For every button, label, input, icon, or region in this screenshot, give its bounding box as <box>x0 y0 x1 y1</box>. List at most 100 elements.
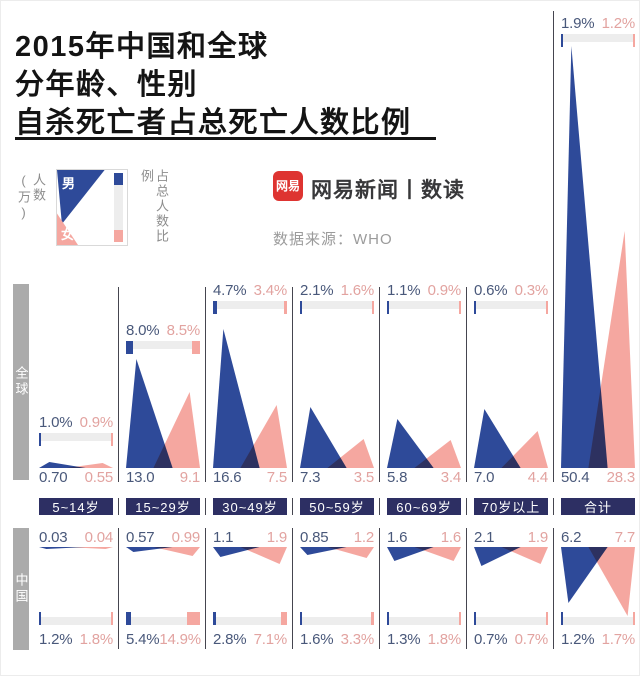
china-bar-5-female-marker <box>546 612 548 625</box>
china-count-4-male: 1.6 <box>387 529 408 546</box>
china-female-triangle-1 <box>153 547 200 556</box>
age-divider-5 <box>553 498 554 515</box>
global-pct-0: 1.0% 0.9% <box>39 414 113 431</box>
global-count-2-female: 7.5 <box>266 469 287 486</box>
global-bar-6-male-marker <box>561 34 563 47</box>
china-row-label: 中国 <box>13 573 29 605</box>
china-count-6: 6.2 7.7 <box>561 529 635 546</box>
age-label-4: 60~69岁 <box>387 498 461 515</box>
global-count-5-female: 4.4 <box>527 469 548 486</box>
china-count-6-female: 7.7 <box>614 529 635 546</box>
legend-female-label: 女 <box>61 227 75 242</box>
china-pct-3-female: 3.3% <box>340 631 375 648</box>
china-pct-4: 1.3% 1.8% <box>387 631 461 648</box>
china-divider-3 <box>379 528 380 649</box>
china-bar-0-track <box>39 617 113 625</box>
global-bar-4-female-marker <box>459 301 461 314</box>
global-bar-4-male-marker <box>387 301 389 314</box>
china-pct-0: 1.2% 1.8% <box>39 631 113 648</box>
china-count-2-male: 1.1 <box>213 529 234 546</box>
global-pct-6-female: 1.2% <box>601 15 636 32</box>
global-divider-5 <box>553 11 554 482</box>
global-pct-2: 4.7% 3.4% <box>213 282 287 299</box>
global-pct-5-male: 0.6% <box>474 282 508 299</box>
china-count-1: 0.57 0.99 <box>126 529 200 546</box>
age-label-6: 合计 <box>561 498 635 515</box>
title-underline <box>15 137 436 140</box>
global-pct-0-female: 0.9% <box>79 414 114 431</box>
china-pct-4-female: 1.8% <box>427 631 462 648</box>
age-label-2: 30~49岁 <box>213 498 287 515</box>
china-bar-2-male-marker <box>213 612 216 625</box>
global-pct-3-male: 2.1% <box>300 282 334 299</box>
global-count-3: 7.3 3.5 <box>300 469 374 486</box>
china-bar-2-female-marker <box>281 612 287 625</box>
global-count-2-male: 16.6 <box>213 469 242 486</box>
global-pct-4-male: 1.1% <box>387 282 421 299</box>
global-count-5: 7.0 4.4 <box>474 469 548 486</box>
global-count-0: 0.70 0.55 <box>39 469 113 486</box>
global-count-3-male: 7.3 <box>300 469 321 486</box>
china-divider-4 <box>466 528 467 649</box>
china-pct-1: 5.4% 14.9% <box>126 631 201 648</box>
china-bar-3-male-marker <box>300 612 302 625</box>
china-bar-6-male-marker <box>561 612 563 625</box>
china-count-1-female: 0.99 <box>171 529 201 546</box>
page-title-line-3: 自杀死亡者占总死亡人数比例 <box>15 107 412 139</box>
china-male-triangle-3 <box>300 547 347 555</box>
china-bar-1-female-marker <box>187 612 200 625</box>
china-count-3-male: 0.85 <box>300 529 329 546</box>
china-bar-3-track <box>300 617 374 625</box>
china-male-triangle-1 <box>126 547 173 552</box>
legend-ratio-label: 占总人数比例 <box>139 169 169 244</box>
china-pct-6-male: 1.2% <box>561 631 595 648</box>
china-pct-6-female: 1.7% <box>601 631 636 648</box>
global-row-sidebar: 全球 <box>13 284 29 480</box>
china-bar-4-male-marker <box>387 612 389 625</box>
global-pct-3-female: 1.6% <box>340 282 375 299</box>
global-bar-5-track <box>474 301 548 309</box>
global-bar-4-track <box>387 301 461 309</box>
china-bar-2-track <box>213 617 287 625</box>
china-count-5: 2.1 1.9 <box>474 529 548 546</box>
china-bar-6-track <box>561 617 635 625</box>
china-bar-1-male-marker <box>126 612 131 625</box>
global-bar-2-male-marker <box>213 301 217 314</box>
china-divider-0 <box>118 528 119 649</box>
china-count-6-male: 6.2 <box>561 529 582 546</box>
china-pct-0-male: 1.2% <box>39 631 73 648</box>
china-count-3: 0.85 1.2 <box>300 529 374 546</box>
global-count-3-female: 3.5 <box>353 469 374 486</box>
global-pct-6-male: 1.9% <box>561 15 595 32</box>
global-divider-1 <box>205 287 206 482</box>
global-pct-1-male: 8.0% <box>126 322 160 339</box>
china-male-triangle-0 <box>39 547 86 549</box>
legend-ratio-female-marker <box>114 230 123 242</box>
global-count-4: 5.8 3.4 <box>387 469 461 486</box>
china-bar-0-female-marker <box>111 612 113 625</box>
global-pct-6: 1.9% 1.2% <box>561 15 635 32</box>
legend-ratio-male-marker <box>114 173 123 185</box>
china-count-4-female: 1.6 <box>440 529 461 546</box>
global-bar-6-track <box>561 34 635 42</box>
china-pct-1-male: 5.4% <box>126 631 160 648</box>
china-bar-3-female-marker <box>371 612 374 625</box>
legend-male-label: 男 <box>62 176 76 191</box>
china-bar-6-female-marker <box>633 612 635 625</box>
china-bar-5-track <box>474 617 548 625</box>
china-divider-1 <box>205 528 206 649</box>
global-bar-5-male-marker <box>474 301 476 314</box>
global-bar-5-female-marker <box>546 301 548 314</box>
china-divider-5 <box>553 528 554 649</box>
china-bar-1-track <box>126 617 200 625</box>
global-female-triangle-0 <box>66 463 113 468</box>
global-pct-2-male: 4.7% <box>213 282 247 299</box>
china-count-4: 1.6 1.6 <box>387 529 461 546</box>
global-count-2: 16.6 7.5 <box>213 469 287 486</box>
china-row-sidebar: 中国 <box>13 528 29 650</box>
global-bar-3-male-marker <box>300 301 302 314</box>
global-bar-1-male-marker <box>126 341 133 354</box>
global-pct-5-female: 0.3% <box>514 282 549 299</box>
global-count-1-male: 13.0 <box>126 469 155 486</box>
china-bar-4-female-marker <box>459 612 461 625</box>
